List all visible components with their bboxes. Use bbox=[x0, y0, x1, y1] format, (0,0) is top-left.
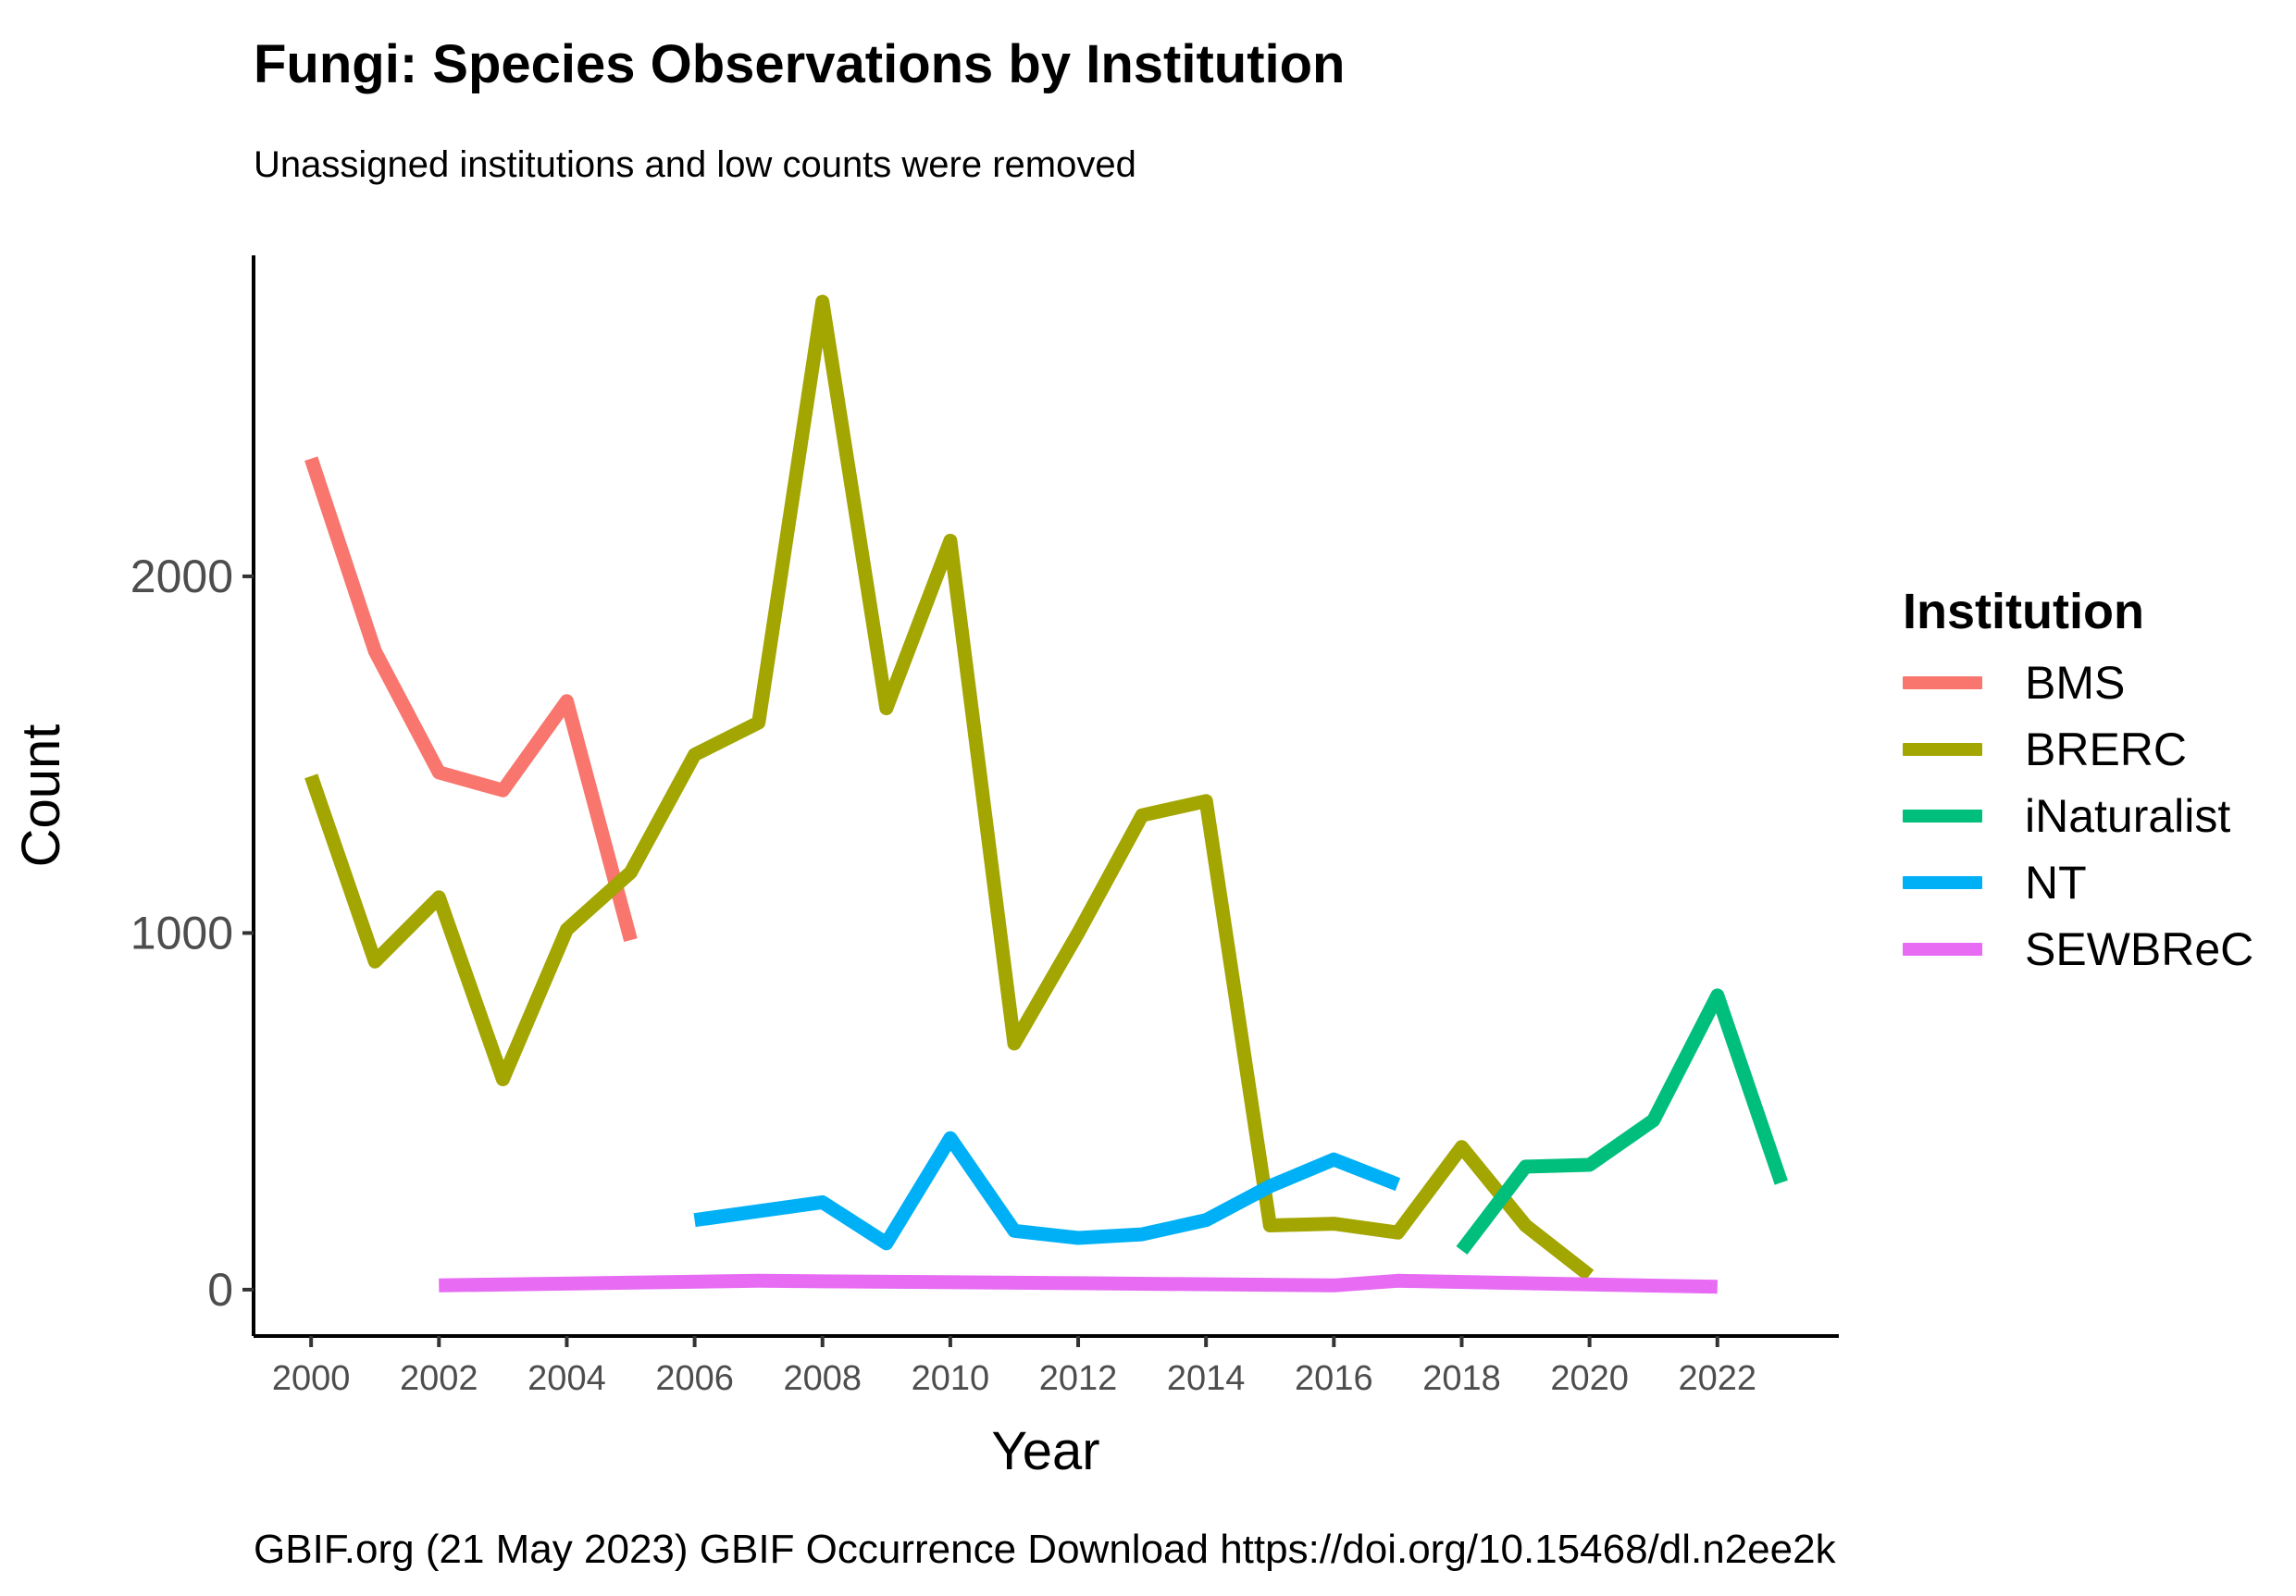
legend-key bbox=[1903, 743, 1982, 756]
chart-subtitle: Unassigned institutions and low counts w… bbox=[254, 144, 1136, 185]
series-line-bms bbox=[304, 456, 638, 943]
series-layer bbox=[304, 294, 1788, 1294]
legend-item-nt: NT bbox=[1903, 849, 2253, 916]
legend-key bbox=[1903, 810, 1982, 823]
x-tick-label: 2008 bbox=[783, 1359, 862, 1398]
y-tick-label: 0 bbox=[207, 1264, 233, 1316]
legend-item-brerc: BRERC bbox=[1903, 716, 2253, 783]
legend-label: NT bbox=[2025, 857, 2087, 909]
series-line-sewbrec bbox=[439, 1273, 1718, 1294]
series-line-inaturalist bbox=[1456, 988, 1788, 1256]
x-tick-label: 2004 bbox=[527, 1359, 606, 1398]
legend-item-sewbrec: SEWBReC bbox=[1903, 916, 2253, 983]
y-axis-title: Count bbox=[11, 724, 71, 868]
legend-label: iNaturalist bbox=[2025, 790, 2231, 842]
chart-title: Fungi: Species Observations by Instituti… bbox=[254, 34, 1346, 94]
ticks-layer: 0 1000 2000 2000 2002 2004 2006 2008 2010 2012 201… bbox=[130, 551, 1756, 1398]
legend-label: BRERC bbox=[2025, 724, 2188, 775]
x-tick-label: 2012 bbox=[1039, 1359, 1118, 1398]
legend-items: BMS BRERC iNaturalist NT SEWBReC bbox=[1903, 650, 2253, 983]
chart-caption: GBIF.org (21 May 2023) GBIF Occurrence D… bbox=[254, 1527, 1836, 1572]
legend-key bbox=[1903, 876, 1982, 889]
x-tick-label: 2014 bbox=[1167, 1359, 1246, 1398]
x-axis-title: Year bbox=[991, 1421, 1099, 1481]
x-tick-label: 2006 bbox=[655, 1359, 734, 1398]
y-tick-label: 1000 bbox=[130, 907, 233, 959]
x-tick-label: 2022 bbox=[1678, 1359, 1756, 1398]
x-tick-label: 2018 bbox=[1422, 1359, 1501, 1398]
x-tick-label: 2000 bbox=[272, 1359, 351, 1398]
legend-title: Institution bbox=[1903, 584, 2144, 639]
legend-key bbox=[1903, 943, 1982, 956]
x-tick-label: 2002 bbox=[400, 1359, 478, 1398]
x-tick-label: 2016 bbox=[1295, 1359, 1373, 1398]
legend-label: BMS bbox=[2025, 657, 2126, 709]
legend-item-inaturalist: iNaturalist bbox=[1903, 783, 2253, 849]
series-line-brerc bbox=[304, 294, 1595, 1281]
x-tick-label: 2020 bbox=[1550, 1359, 1629, 1398]
legend-label: SEWBReC bbox=[2025, 923, 2254, 975]
legend: Institution BMS BRERC iNaturalist NT SEWBReC bbox=[1903, 583, 2253, 983]
x-tick-label: 2010 bbox=[912, 1359, 990, 1398]
legend-key bbox=[1903, 676, 1982, 689]
series-line-nt bbox=[693, 1131, 1401, 1251]
legend-item-bms: BMS bbox=[1903, 650, 2253, 716]
y-tick-label: 2000 bbox=[130, 551, 233, 602]
